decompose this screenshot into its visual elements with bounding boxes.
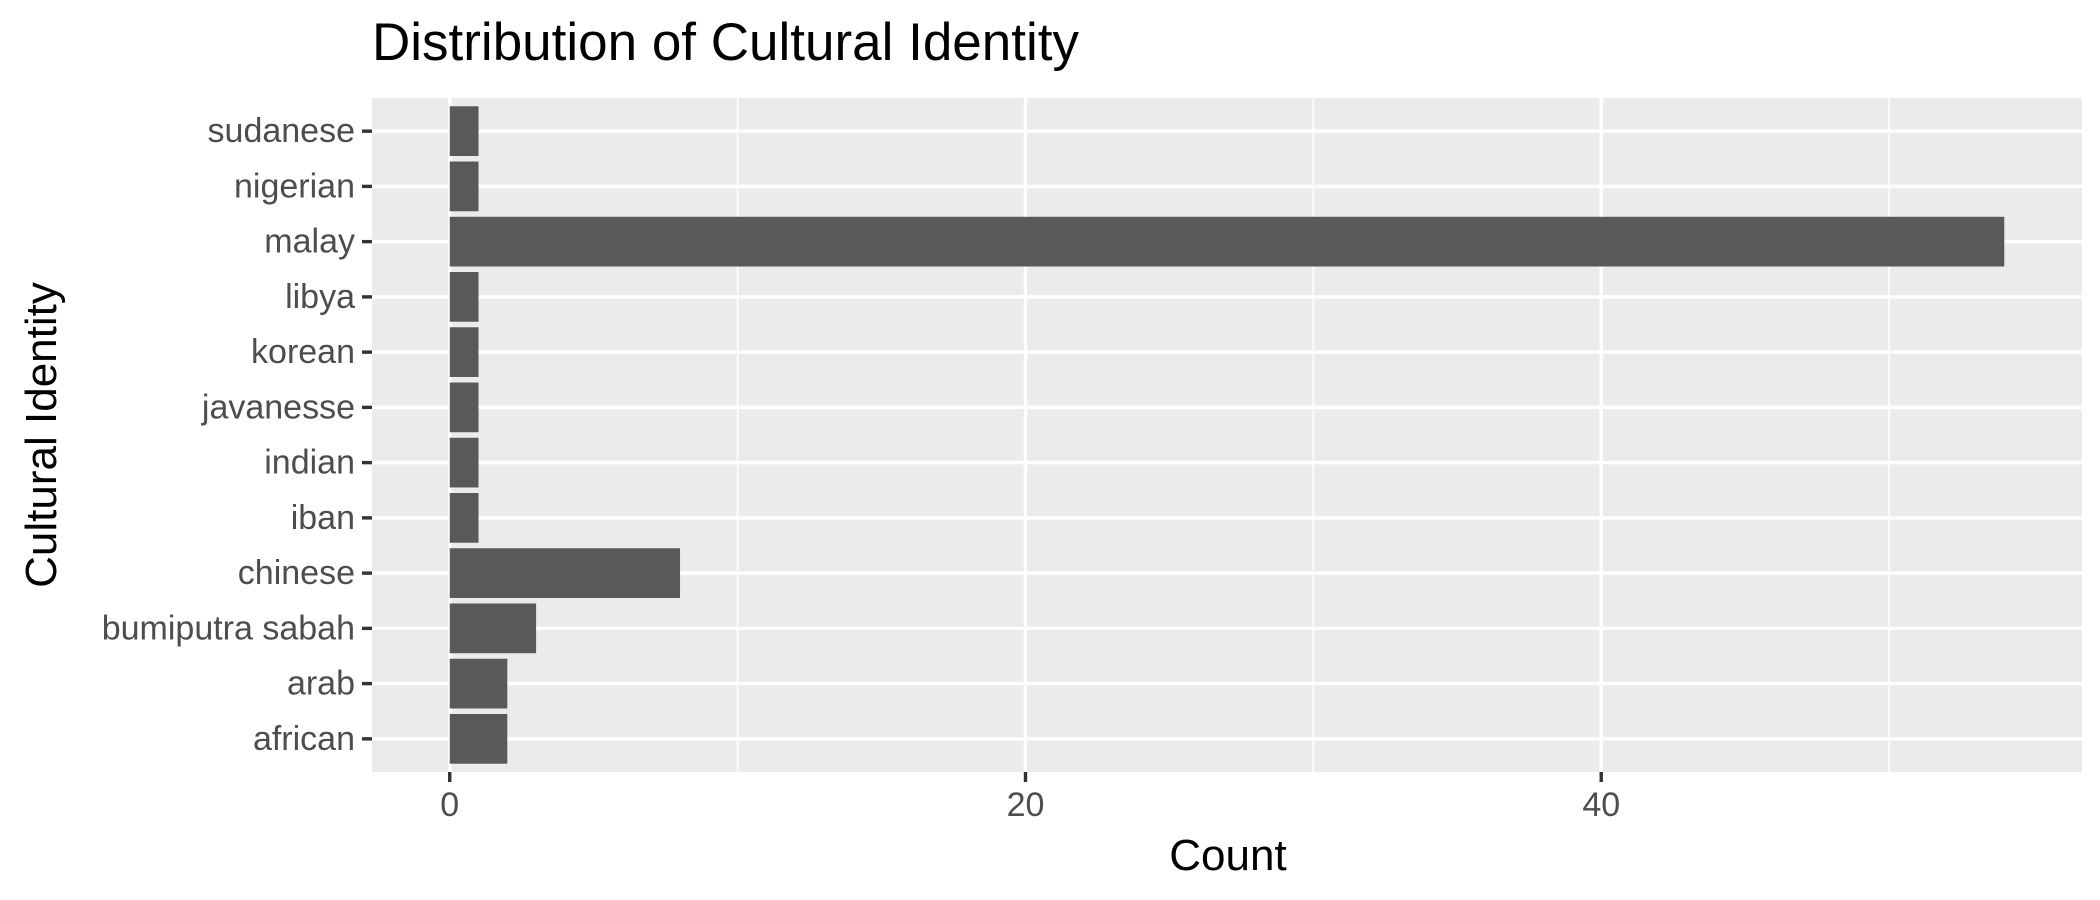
bar-arab <box>449 658 508 709</box>
bar-malay <box>449 216 2005 267</box>
y-tick-label: korean <box>251 333 355 371</box>
y-tick-label: javanesse <box>201 388 355 426</box>
y-tick-label: sudanese <box>208 112 355 150</box>
major-gridlines <box>372 98 2082 772</box>
x-axis: 0 20 40 <box>440 772 1620 824</box>
bar-korean <box>449 327 479 377</box>
bar-african <box>449 713 508 764</box>
y-tick-label: chinese <box>238 554 355 592</box>
bars <box>449 106 2005 764</box>
x-tick-label: 20 <box>1007 786 1045 824</box>
y-tick-label: arab <box>287 665 355 703</box>
x-axis-title: Count <box>1169 831 1286 880</box>
y-tick-label: libya <box>285 278 355 316</box>
bar-javanesse <box>449 382 479 433</box>
bar-bumiputra-sabah <box>449 603 537 654</box>
plot-panel <box>372 98 2082 772</box>
y-tick-label: african <box>253 720 355 758</box>
y-tick-label: nigerian <box>234 167 355 205</box>
y-tick-label: indian <box>264 444 355 482</box>
x-tick-label: 40 <box>1582 786 1620 824</box>
bar-libya <box>449 272 479 322</box>
y-axis: african arab bumiputra sabah chinese iban ind… <box>102 112 372 758</box>
x-tick-label: 0 <box>440 786 459 824</box>
bar-sudanese <box>449 106 479 157</box>
y-tick-label: iban <box>291 499 355 537</box>
chart-title: Distribution of Cultural Identity <box>372 13 1079 72</box>
bar-iban <box>449 493 479 543</box>
bar-nigerian <box>449 161 479 212</box>
y-tick-label: malay <box>264 223 355 261</box>
y-axis-title: Cultural Identity <box>17 282 66 588</box>
bar-indian <box>449 437 479 488</box>
minor-gridlines <box>736 98 1890 772</box>
y-tick-label: bumiputra sabah <box>102 609 355 647</box>
bar-chinese <box>449 548 681 598</box>
